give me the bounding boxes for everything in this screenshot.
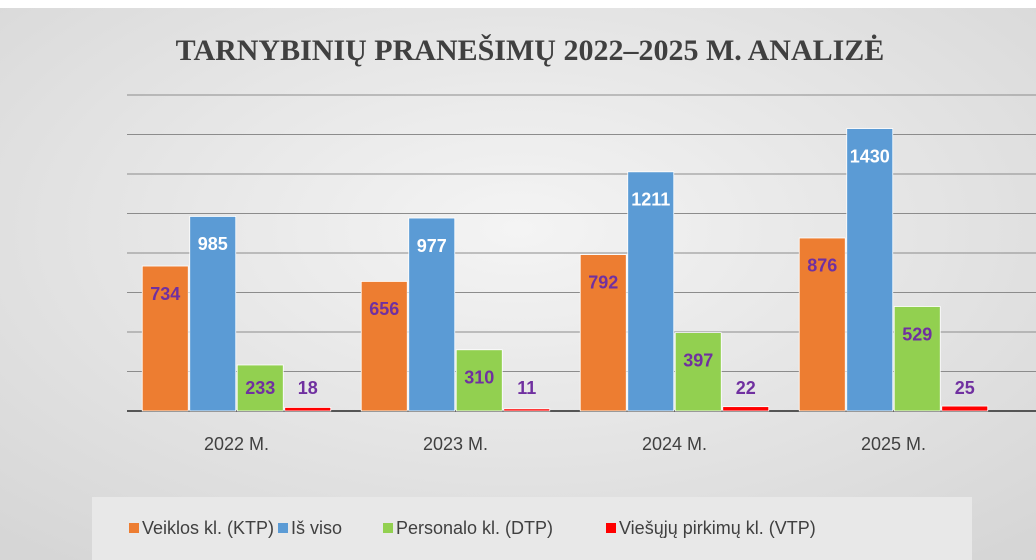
data-label: 792 [588, 272, 618, 292]
data-label: 656 [369, 299, 399, 319]
data-label: 876 [807, 256, 837, 276]
data-label: 11 [517, 378, 536, 398]
data-label: 985 [198, 234, 228, 254]
data-label: 1211 [631, 190, 670, 210]
bar [408, 217, 456, 412]
legend-label: Viešųjų pirkimų kl. (VTP) [619, 518, 816, 538]
bar [846, 128, 894, 412]
data-label: 529 [902, 324, 932, 344]
bar [722, 406, 770, 412]
data-label: 22 [736, 378, 756, 398]
bar [579, 254, 627, 412]
bar [236, 364, 284, 412]
data-label: 310 [464, 368, 494, 388]
legend-label: Personalo kl. (DTP) [396, 518, 553, 538]
bar [503, 408, 551, 412]
bar [627, 171, 675, 412]
bar [189, 216, 237, 412]
data-label: 18 [298, 378, 318, 398]
legend-box [92, 497, 972, 560]
bar [893, 306, 941, 412]
data-label: 1430 [850, 146, 890, 166]
legend-label: Veiklos kl. (KTP) [142, 518, 274, 538]
x-tick-label: 2022 M. [204, 434, 269, 454]
legend-swatch [278, 523, 288, 533]
legend-label: Iš viso [291, 518, 342, 538]
bar [455, 349, 503, 412]
legend-swatch [606, 523, 616, 533]
data-label: 233 [245, 378, 275, 398]
legend-swatch [383, 523, 393, 533]
bar [284, 407, 332, 412]
data-label: 25 [955, 378, 975, 398]
x-tick-label: 2023 M. [423, 434, 488, 454]
bar [674, 332, 722, 412]
x-tick-label: 2024 M. [642, 434, 707, 454]
data-label: 734 [150, 284, 180, 304]
data-label: 397 [683, 350, 713, 370]
bar [941, 405, 989, 412]
legend-swatch [129, 523, 139, 533]
bar [141, 265, 189, 412]
bar [798, 237, 846, 412]
data-label: 977 [417, 236, 447, 256]
bar [360, 281, 408, 412]
chart-title: TARNYBINIŲ PRANEŠIMŲ 2022–2025 M. ANALIZ… [176, 34, 885, 67]
x-tick-label: 2025 M. [861, 434, 926, 454]
